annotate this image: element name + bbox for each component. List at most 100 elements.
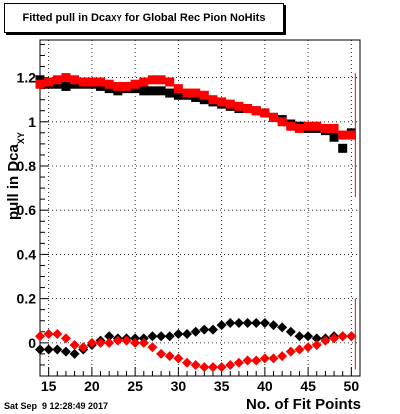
sigma-point	[87, 77, 97, 87]
sigma-point	[156, 86, 166, 96]
y-tick-label: 1.2	[17, 70, 37, 86]
sigma-point	[225, 99, 235, 109]
sigma-point	[44, 77, 54, 87]
sigma-point	[251, 106, 261, 116]
mean-point	[86, 337, 97, 348]
mean-point	[329, 333, 340, 344]
sigma-point	[329, 132, 339, 142]
mean-point	[294, 331, 305, 342]
mean-point	[207, 324, 218, 335]
sigma-point	[139, 86, 149, 96]
plot-frame	[39, 39, 361, 377]
sigma-point	[147, 75, 157, 85]
y-tick-label: 1	[28, 114, 36, 130]
mean-point	[173, 329, 184, 339]
chart-title-suffix: for Global Rec Pion NoHits	[121, 12, 266, 24]
sigma-point	[329, 123, 339, 133]
mean-point	[156, 331, 167, 342]
mean-point	[35, 331, 45, 342]
mean-series-black	[35, 317, 357, 359]
sigma-point	[173, 90, 183, 100]
mean-point	[311, 333, 322, 344]
mean-series-red	[35, 329, 357, 373]
mean-point	[285, 326, 296, 337]
chart-title-prefix: Fitted pull in Dca	[22, 12, 112, 24]
sigma-point	[113, 81, 123, 91]
sigma-point	[130, 79, 140, 89]
datestamp: Sat Sep 9 12:28:49 2017	[4, 401, 109, 411]
mean-point	[251, 355, 262, 366]
x-tick-label: 50	[344, 378, 360, 394]
sigma-point	[277, 117, 287, 127]
sigma-point	[294, 123, 304, 133]
mean-point	[69, 340, 80, 351]
mean-point	[164, 351, 175, 362]
x-tick-label: 15	[41, 378, 57, 394]
sigma-point	[165, 88, 175, 98]
mean-point	[242, 355, 253, 366]
mean-point	[242, 317, 253, 328]
data-points	[35, 73, 357, 373]
x-axis-label: No. of Fit Points	[246, 396, 361, 413]
mean-point	[216, 320, 227, 331]
mean-point	[277, 322, 288, 333]
sigma-point	[320, 123, 330, 133]
mean-point	[277, 351, 288, 362]
mean-point	[95, 337, 106, 348]
mean-point	[78, 342, 89, 353]
mean-point	[225, 359, 236, 370]
mean-point	[199, 362, 210, 373]
sigma-point	[260, 108, 270, 118]
y-tick-label: 0.4	[17, 246, 37, 262]
mean-point	[190, 359, 201, 370]
mean-point	[104, 337, 115, 348]
mean-point	[233, 357, 244, 368]
sigma-point	[139, 77, 149, 87]
mean-point	[52, 329, 63, 339]
mean-point	[35, 344, 45, 355]
mean-point	[303, 331, 314, 342]
sigma-point	[35, 79, 45, 89]
y-axis-label-main: pull in Dca	[5, 144, 22, 220]
sigma-point	[191, 88, 201, 98]
mean-point	[320, 335, 331, 346]
mean-point	[259, 353, 270, 364]
x-tick-label: 25	[127, 378, 143, 394]
chart-title-sub: XY	[111, 13, 122, 23]
sigma-point	[208, 95, 218, 105]
mean-point	[43, 344, 54, 355]
sigma-point	[52, 75, 62, 85]
sigma-point	[243, 104, 253, 114]
mean-point	[112, 335, 123, 346]
sigma-point	[165, 77, 175, 87]
sigma-series-red	[35, 73, 356, 140]
sigma-point	[61, 81, 71, 91]
y-tick-label: 0.8	[17, 158, 37, 174]
mean-point	[268, 320, 279, 331]
mean-point	[138, 337, 149, 348]
mean-point	[311, 340, 322, 351]
y-tick-label: 0.6	[17, 202, 37, 218]
sigma-point	[199, 90, 209, 100]
mean-point	[190, 326, 201, 337]
mean-point	[60, 346, 71, 357]
x-tick-label: 40	[257, 378, 273, 394]
mean-point	[69, 348, 80, 359]
x-tick-label: 30	[171, 378, 187, 394]
sigma-point	[78, 77, 88, 87]
mean-point	[285, 346, 296, 357]
mean-point	[130, 337, 141, 348]
mean-point	[182, 329, 193, 339]
mean-point	[43, 329, 54, 339]
sigma-point	[70, 75, 80, 85]
sigma-point	[312, 121, 322, 131]
sigma-point	[156, 75, 166, 85]
mean-point	[251, 317, 262, 328]
mean-point	[303, 342, 314, 353]
sigma-series-black	[35, 75, 356, 153]
sigma-point	[96, 77, 106, 87]
mean-point	[52, 344, 63, 355]
mean-point	[225, 317, 236, 328]
sigma-point	[147, 86, 157, 96]
